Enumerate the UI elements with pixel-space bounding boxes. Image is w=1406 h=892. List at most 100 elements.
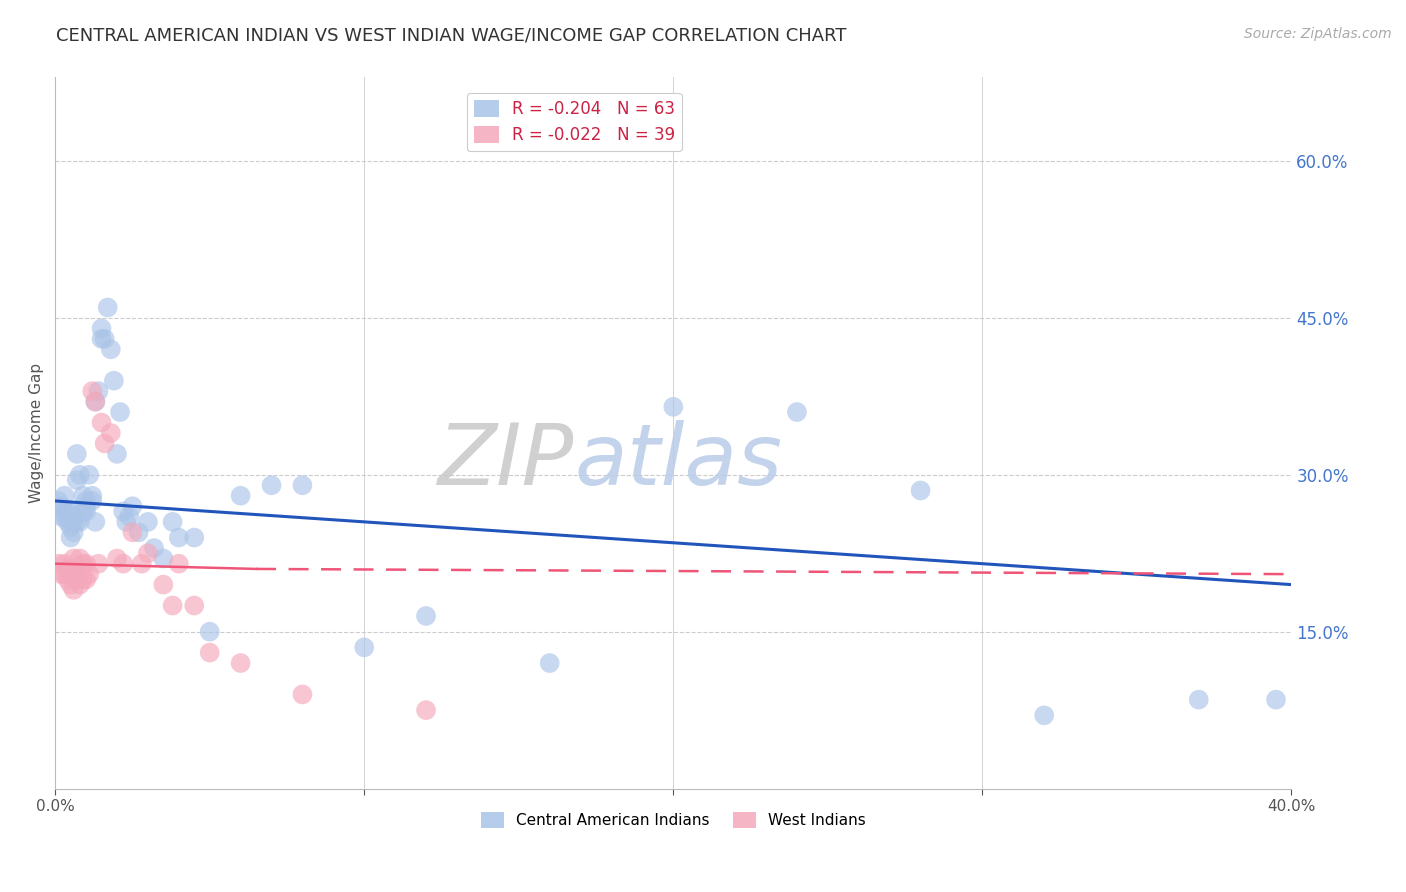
- Point: [75, 557, 97, 571]
- Point: [59, 515, 82, 529]
- Point: [66, 447, 89, 461]
- Point: [51, 567, 73, 582]
- Point: [59, 531, 82, 545]
- Point: [72, 504, 94, 518]
- Point: [90, 321, 112, 335]
- Point: [87, 384, 110, 399]
- Point: [72, 573, 94, 587]
- Point: [162, 599, 184, 613]
- Point: [198, 624, 221, 639]
- Point: [152, 577, 174, 591]
- Point: [291, 478, 314, 492]
- Point: [90, 416, 112, 430]
- Point: [100, 425, 122, 440]
- Legend: Central American Indians, West Indians: Central American Indians, West Indians: [475, 806, 872, 834]
- Point: [56, 515, 79, 529]
- Point: [72, 489, 94, 503]
- Point: [53, 504, 76, 518]
- Point: [75, 573, 97, 587]
- Point: [1188, 692, 1211, 706]
- Point: [143, 541, 166, 555]
- Point: [82, 489, 104, 503]
- Point: [100, 343, 122, 357]
- Point: [53, 509, 76, 524]
- Point: [62, 551, 84, 566]
- Text: Source: ZipAtlas.com: Source: ZipAtlas.com: [1244, 27, 1392, 41]
- Point: [84, 394, 107, 409]
- Point: [72, 557, 94, 571]
- Point: [415, 609, 437, 624]
- Point: [105, 447, 128, 461]
- Point: [56, 504, 79, 518]
- Point: [82, 494, 104, 508]
- Point: [51, 509, 73, 524]
- Point: [136, 546, 159, 560]
- Point: [59, 520, 82, 534]
- Point: [910, 483, 932, 498]
- Point: [103, 374, 125, 388]
- Point: [415, 703, 437, 717]
- Point: [93, 436, 115, 450]
- Point: [662, 400, 685, 414]
- Point: [152, 551, 174, 566]
- Point: [229, 489, 252, 503]
- Point: [66, 567, 89, 582]
- Point: [260, 478, 283, 492]
- Point: [46, 494, 69, 508]
- Point: [75, 499, 97, 513]
- Point: [229, 656, 252, 670]
- Point: [128, 525, 150, 540]
- Point: [115, 515, 138, 529]
- Point: [53, 489, 76, 503]
- Point: [162, 515, 184, 529]
- Point: [198, 646, 221, 660]
- Text: CENTRAL AMERICAN INDIAN VS WEST INDIAN WAGE/INCOME GAP CORRELATION CHART: CENTRAL AMERICAN INDIAN VS WEST INDIAN W…: [56, 27, 846, 45]
- Point: [84, 515, 107, 529]
- Point: [167, 531, 190, 545]
- Point: [77, 467, 100, 482]
- Point: [183, 531, 205, 545]
- Text: ZIP: ZIP: [439, 420, 575, 503]
- Point: [108, 405, 131, 419]
- Point: [77, 567, 100, 582]
- Point: [66, 473, 89, 487]
- Point: [136, 515, 159, 529]
- Point: [69, 467, 91, 482]
- Point: [62, 509, 84, 524]
- Point: [90, 332, 112, 346]
- Point: [56, 562, 79, 576]
- Point: [82, 384, 104, 399]
- Point: [66, 573, 89, 587]
- Point: [75, 504, 97, 518]
- Point: [93, 332, 115, 346]
- Point: [53, 557, 76, 571]
- Point: [62, 525, 84, 540]
- Point: [62, 515, 84, 529]
- Point: [291, 687, 314, 701]
- Point: [112, 504, 135, 518]
- Point: [167, 557, 190, 571]
- Point: [353, 640, 375, 655]
- Point: [118, 509, 141, 524]
- Point: [69, 551, 91, 566]
- Point: [66, 515, 89, 529]
- Point: [112, 557, 135, 571]
- Point: [97, 301, 120, 315]
- Point: [62, 582, 84, 597]
- Point: [84, 394, 107, 409]
- Y-axis label: Wage/Income Gap: Wage/Income Gap: [30, 363, 44, 503]
- Point: [183, 599, 205, 613]
- Point: [121, 525, 143, 540]
- Point: [59, 562, 82, 576]
- Point: [69, 515, 91, 529]
- Point: [56, 573, 79, 587]
- Point: [53, 567, 76, 582]
- Point: [131, 557, 153, 571]
- Point: [51, 499, 73, 513]
- Point: [105, 551, 128, 566]
- Point: [59, 577, 82, 591]
- Point: [59, 504, 82, 518]
- Point: [121, 499, 143, 513]
- Point: [75, 494, 97, 508]
- Point: [46, 557, 69, 571]
